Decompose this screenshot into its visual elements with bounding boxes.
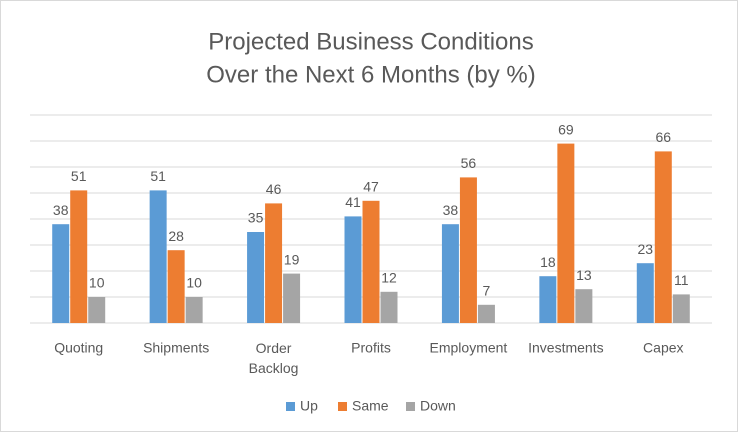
chart-title: Over the Next 6 Months (by %) <box>206 61 535 88</box>
x-tick-label: Profits <box>351 340 391 356</box>
data-label: 69 <box>558 121 574 137</box>
bar <box>539 276 557 323</box>
bar <box>185 297 203 323</box>
bar <box>283 273 301 323</box>
bar <box>52 224 70 323</box>
legend-swatch <box>286 402 295 411</box>
data-label: 23 <box>637 241 653 257</box>
data-label: 38 <box>443 202 459 218</box>
data-label: 10 <box>186 275 202 291</box>
data-label: 35 <box>248 210 264 226</box>
bar <box>380 291 398 323</box>
x-tick-label: Shipments <box>143 340 209 356</box>
x-tick-label: Employment <box>430 340 508 356</box>
bar <box>70 190 88 323</box>
bar <box>441 224 459 323</box>
bar <box>149 190 167 323</box>
x-tick-label: Order Backlog <box>249 340 299 376</box>
bar <box>654 151 672 323</box>
bar <box>265 203 283 323</box>
bar <box>459 177 477 323</box>
x-tick-label: Investments <box>528 340 603 356</box>
x-tick-label-line: Order <box>256 340 292 356</box>
legend-label: Same <box>352 398 389 414</box>
data-label: 38 <box>53 202 69 218</box>
bar <box>672 294 690 323</box>
data-label: 11 <box>674 272 689 288</box>
data-label: 51 <box>150 168 166 184</box>
data-label: 51 <box>71 168 87 184</box>
legend-swatch <box>406 402 415 411</box>
bar <box>636 263 654 323</box>
x-tick-label: Capex <box>643 340 683 356</box>
data-label: 41 <box>345 194 361 210</box>
x-tick-label-line: Backlog <box>249 360 299 376</box>
data-label: 47 <box>363 179 379 195</box>
legend-swatch <box>338 402 347 411</box>
legend-label: Down <box>420 398 456 414</box>
bar <box>557 143 575 323</box>
data-label: 56 <box>461 155 477 171</box>
bar <box>362 200 380 323</box>
legend-label: Up <box>300 398 318 414</box>
x-tick-label: Quoting <box>54 340 103 356</box>
data-label: 7 <box>483 283 491 299</box>
data-label: 66 <box>655 129 671 145</box>
chart-title: Projected Business Conditions <box>208 28 534 55</box>
data-label: 28 <box>168 228 184 244</box>
bar <box>344 216 362 323</box>
data-label: 12 <box>381 270 397 286</box>
bar <box>575 289 593 323</box>
bar <box>167 250 185 323</box>
bar <box>477 304 495 323</box>
data-label: 19 <box>284 251 300 267</box>
bar <box>247 232 265 323</box>
data-label: 46 <box>266 181 282 197</box>
data-label: 13 <box>576 267 592 283</box>
data-label: 18 <box>540 254 556 270</box>
bar <box>88 297 106 323</box>
data-label: 10 <box>89 275 105 291</box>
